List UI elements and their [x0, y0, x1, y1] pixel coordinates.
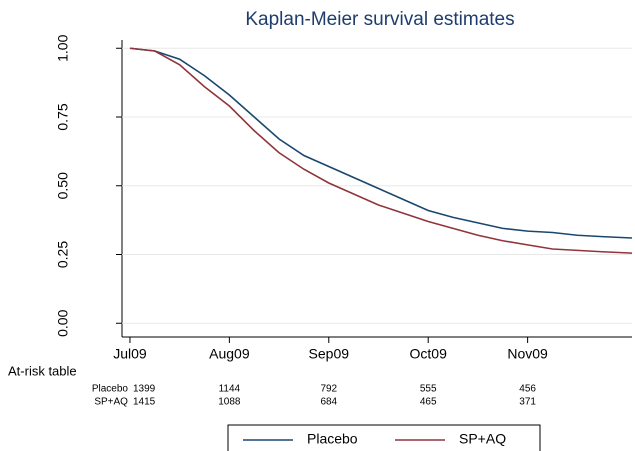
x-tick-label: Sep09: [309, 346, 350, 362]
legend-label: Placebo: [307, 431, 358, 447]
y-tick-label: 0.50: [55, 172, 71, 199]
at-risk-count: 555: [420, 384, 437, 395]
x-tick-label: Oct09: [410, 346, 448, 362]
at-risk-count: 1399: [133, 384, 156, 395]
x-tick-label: Nov09: [507, 346, 548, 362]
y-tick-label: 0.25: [55, 241, 71, 268]
y-tick-label: 0.00: [55, 309, 71, 336]
y-tick-label: 0.75: [55, 103, 71, 130]
at-risk-count: 684: [320, 397, 337, 408]
at-risk-count: 1144: [219, 384, 241, 395]
at-risk-count: 792: [320, 384, 337, 395]
survival-curve: [129, 47, 633, 254]
at-risk-count: 1415: [133, 397, 156, 408]
at-risk-title: At-risk table: [8, 363, 77, 378]
at-risk-count: 1088: [218, 397, 241, 408]
legend-box: [227, 424, 541, 451]
at-risk-count: 456: [519, 384, 536, 395]
x-tick-label: Jul09: [113, 346, 147, 362]
legend-label: SP+AQ: [459, 431, 506, 447]
at-risk-count: 465: [420, 397, 437, 408]
x-tick-label: Aug09: [209, 346, 250, 362]
at-risk-count: 371: [519, 397, 536, 408]
at-risk-row-label: Placebo: [92, 384, 129, 395]
chart-title: Kaplan-Meier survival estimates: [245, 9, 514, 30]
at-risk-row-label: SP+AQ: [94, 397, 128, 408]
survival-curve: [129, 47, 633, 239]
y-tick-label: 1.00: [55, 34, 71, 61]
